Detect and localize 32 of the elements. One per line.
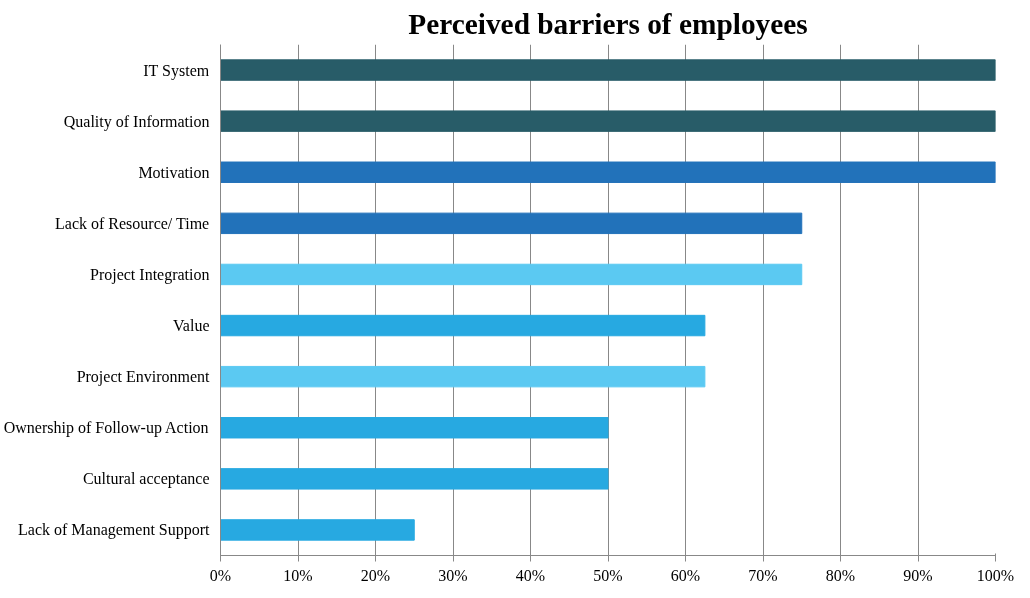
y-tick-label: Value bbox=[173, 317, 210, 335]
bar bbox=[220, 161, 996, 183]
x-tick-label: 40% bbox=[515, 566, 546, 584]
y-tick-label: Motivation bbox=[138, 163, 210, 181]
y-tick-label: Project Integration bbox=[89, 265, 210, 284]
x-tick-label: 30% bbox=[438, 566, 468, 584]
x-tick-label: 50% bbox=[593, 566, 623, 584]
bar bbox=[220, 365, 706, 388]
y-tick-label: Project Environment bbox=[76, 368, 211, 387]
y-tick-label: Quality of Information bbox=[63, 112, 210, 131]
x-tick-label: 10% bbox=[283, 566, 313, 584]
y-tick-label: Ownership of Follow-up Action bbox=[3, 419, 209, 438]
x-tick-label: 0% bbox=[209, 566, 232, 584]
bar bbox=[220, 212, 803, 235]
x-tick-label: 20% bbox=[360, 566, 391, 584]
bar bbox=[220, 110, 996, 132]
bar bbox=[220, 59, 996, 81]
bar bbox=[220, 468, 609, 490]
x-tick-label: 80% bbox=[825, 566, 856, 584]
bar bbox=[220, 314, 706, 337]
x-tick-label: 70% bbox=[748, 566, 778, 584]
x-tick-label: 90% bbox=[903, 566, 933, 584]
y-tick-label: Lack of Resource/ Time bbox=[55, 214, 210, 232]
y-tick-label: Lack of Management Support bbox=[18, 521, 211, 540]
bar bbox=[220, 417, 609, 439]
x-tick-label: 100% bbox=[976, 566, 1015, 584]
y-tick-label: IT System bbox=[143, 61, 210, 80]
bar bbox=[220, 263, 803, 286]
chart-title: Perceived barriers of employees bbox=[408, 7, 808, 40]
x-tick-label: 60% bbox=[670, 566, 701, 584]
y-tick-label: Cultural acceptance bbox=[82, 470, 210, 489]
bar bbox=[220, 519, 415, 541]
